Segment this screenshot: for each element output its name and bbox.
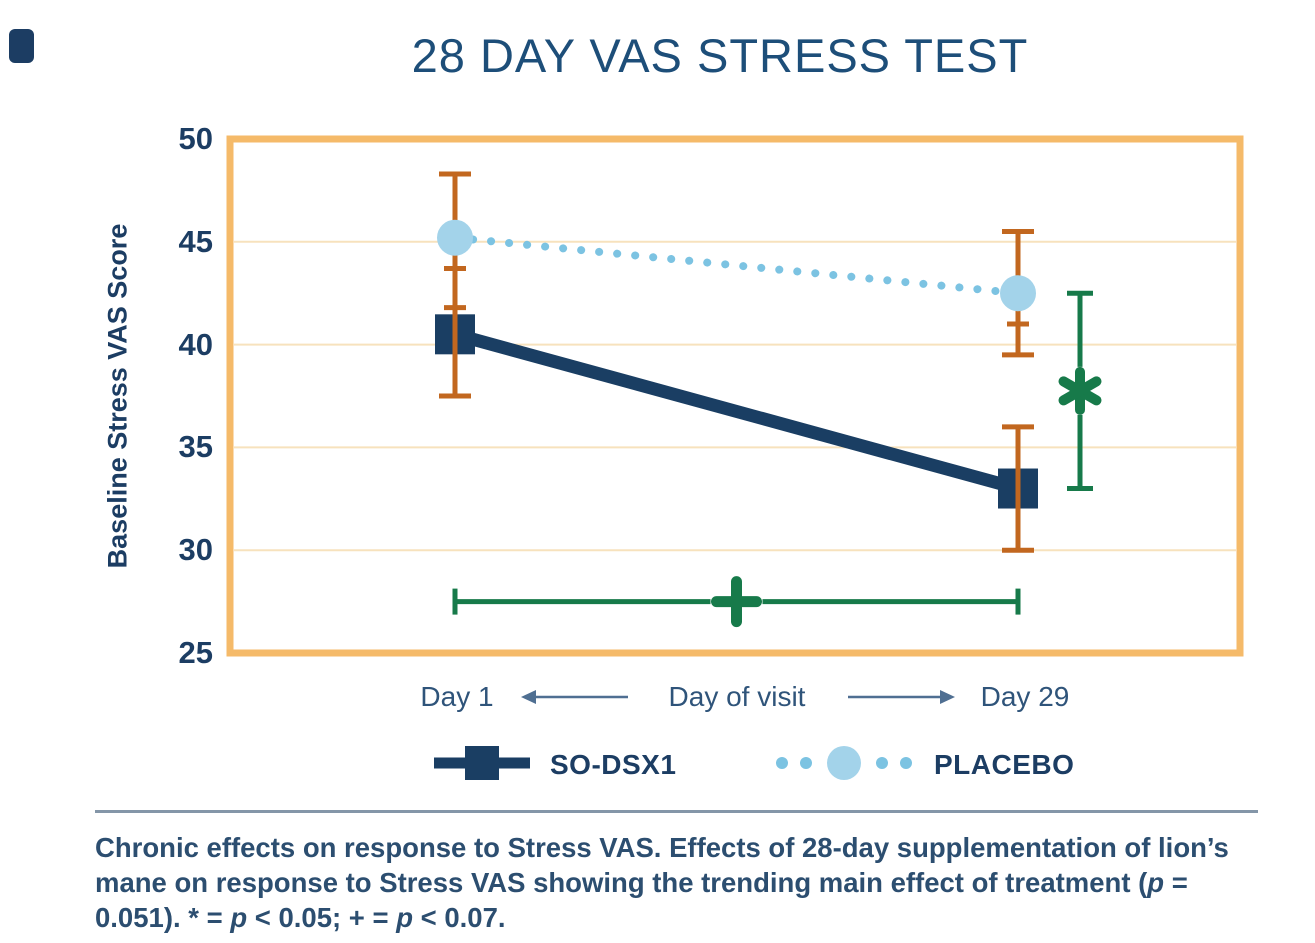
- figure-caption: Chronic effects on response to Stress VA…: [95, 810, 1258, 935]
- caption-text: < 0.05; + =: [247, 902, 397, 933]
- placebo-marker: [1000, 275, 1036, 312]
- placebo-line: [451, 233, 1022, 298]
- y-axis-ticks: 25 30 35 40 45 50: [60, 0, 213, 943]
- cropped-logo-fragment: [9, 29, 34, 63]
- so-dsx1-legend-marker-icon: [432, 741, 532, 790]
- y-tick-label: 50: [178, 121, 213, 156]
- legend-label-so-dsx1: SO-DSX1: [550, 749, 677, 780]
- caption-italic-p: p: [1147, 867, 1165, 898]
- x-tick-day1: Day 1: [420, 681, 494, 712]
- caption-italic-p: p: [230, 902, 248, 933]
- x-axis-label: Day of visit: [668, 681, 806, 712]
- placebo-marker: [437, 219, 473, 256]
- caption-text: = 0.051). * =: [95, 867, 1188, 933]
- caption-text: < 0.07.: [413, 902, 506, 933]
- legend-item-so-dsx1: SO-DSX1: [432, 742, 676, 788]
- y-tick-label: 40: [178, 326, 213, 362]
- asterisk-marker: [1058, 376, 1102, 406]
- legend-label-placebo: PLACEBO: [934, 749, 1075, 780]
- y-tick-label: 35: [178, 429, 213, 465]
- y-tick-label: 25: [178, 635, 213, 670]
- x-tick-day29: Day 29: [980, 681, 1070, 712]
- caption-italic-p: p: [396, 902, 413, 933]
- legend-item-placebo: PLACEBO: [772, 742, 1074, 788]
- left-arrow-icon: [521, 690, 536, 704]
- so-dsx1-line: [453, 328, 1020, 495]
- y-tick-label: 30: [178, 532, 213, 568]
- y-axis-label: Baseline Stress VAS Score: [102, 223, 133, 569]
- y-tick-label: 45: [178, 223, 213, 259]
- placebo-legend-marker-icon: [772, 741, 916, 790]
- plot-border: [226, 135, 1244, 657]
- chart-title: 28 DAY VAS STRESS TEST: [411, 29, 1029, 82]
- right-arrow-icon: [940, 690, 955, 704]
- caption-text: Chronic effects on response to Stress VA…: [95, 832, 1229, 898]
